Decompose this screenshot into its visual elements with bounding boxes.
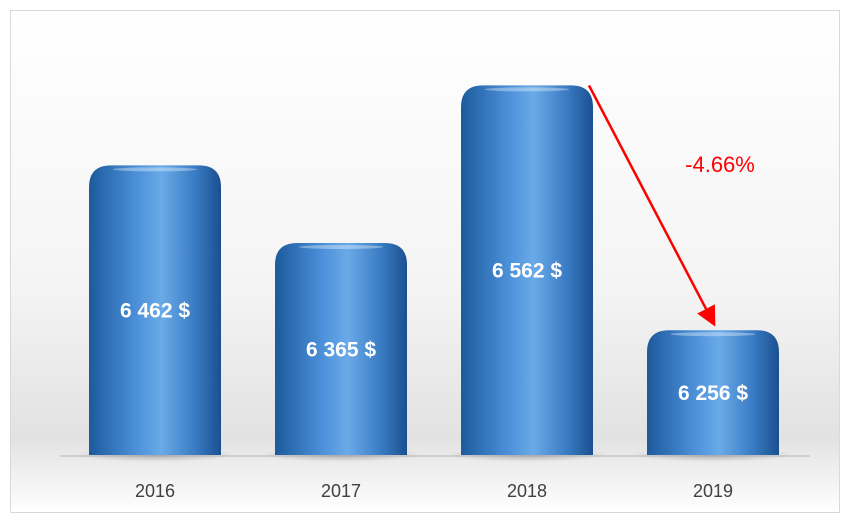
x-tick-label: 2017 bbox=[321, 481, 361, 501]
x-tick-label: 2018 bbox=[507, 481, 547, 501]
value-label: 6 256 $ bbox=[678, 382, 748, 405]
x-tick-label: 2019 bbox=[693, 481, 733, 501]
bar-highlight bbox=[484, 87, 570, 92]
bar-highlight bbox=[112, 167, 198, 172]
bar-highlight bbox=[670, 332, 756, 337]
annotation: -4.66% bbox=[685, 152, 755, 177]
bar bbox=[275, 243, 407, 455]
bar bbox=[89, 165, 221, 455]
bar bbox=[461, 85, 593, 456]
bar-highlight bbox=[298, 245, 384, 249]
x-tick-label: 2016 bbox=[135, 481, 175, 501]
value-label: 6 562 $ bbox=[492, 260, 562, 283]
bar bbox=[647, 330, 779, 455]
value-label: 6 462 $ bbox=[120, 300, 190, 323]
annotation-arrow bbox=[587, 84, 716, 327]
value-label: 6 365 $ bbox=[306, 339, 376, 362]
